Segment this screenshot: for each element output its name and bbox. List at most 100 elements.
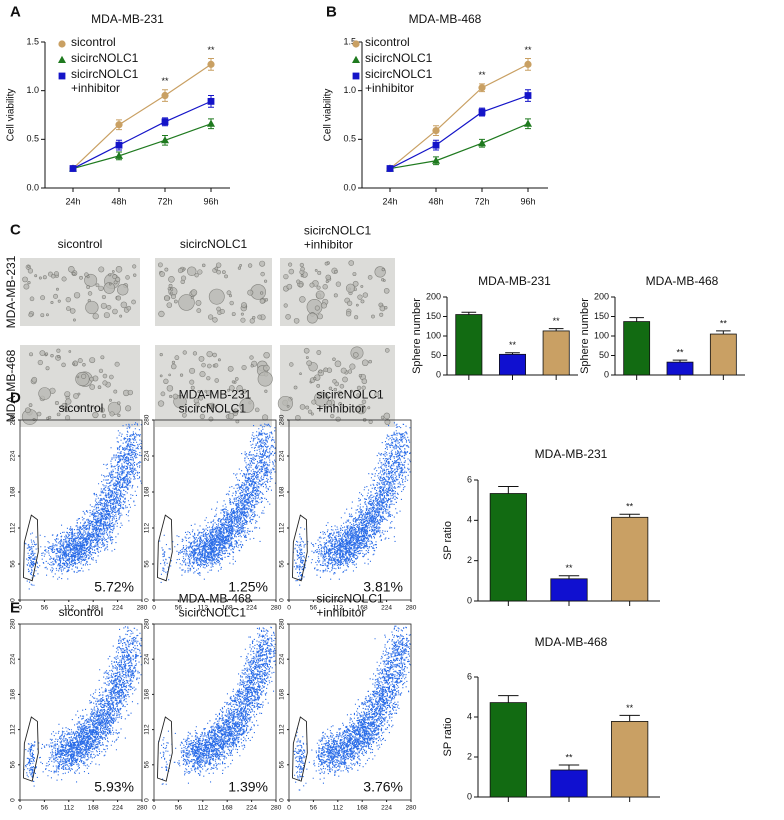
- y-tick-label: 0: [144, 798, 151, 802]
- cell: [61, 362, 66, 368]
- cell: [333, 387, 337, 392]
- cell: [228, 385, 235, 391]
- cell: [192, 351, 198, 356]
- cell: [208, 416, 214, 422]
- x-tick-label: 56: [310, 605, 318, 612]
- cell: [305, 405, 310, 410]
- cell: [313, 377, 317, 381]
- cell: [226, 290, 232, 296]
- cell: [234, 377, 239, 381]
- y-tick-label: 112: [144, 522, 151, 533]
- cell: [318, 369, 323, 374]
- cell: [174, 299, 178, 304]
- y-axis-label: SP ratio: [442, 718, 454, 757]
- legend-marker: [58, 40, 66, 48]
- cell: [241, 364, 247, 371]
- cell: [353, 352, 359, 358]
- x-tick-label: 224: [112, 605, 123, 612]
- y-tick-label: 50: [599, 350, 609, 360]
- bar: [611, 721, 649, 798]
- cell: [39, 350, 46, 356]
- cell: [102, 380, 108, 386]
- cell: [28, 312, 33, 318]
- cell: [112, 308, 118, 315]
- x-tick-label: 280: [406, 805, 417, 812]
- cell: [300, 266, 305, 272]
- cell: [383, 288, 390, 294]
- bar: [489, 493, 527, 602]
- y-tick-label: 280: [279, 414, 286, 425]
- x-tick-label: 0: [18, 605, 22, 612]
- cell: [335, 281, 342, 287]
- cell: [29, 352, 33, 357]
- cell: [227, 365, 234, 372]
- x-tick-label: 56: [41, 805, 49, 812]
- cell: [181, 275, 187, 281]
- plot-frame: [288, 419, 412, 601]
- cell: [383, 412, 391, 420]
- significance: **: [676, 348, 684, 358]
- cell: [101, 294, 107, 300]
- significance: **: [565, 752, 573, 762]
- cell: [240, 312, 244, 316]
- cell: [56, 412, 61, 417]
- y-axis-label: Cell viability: [6, 89, 17, 142]
- x-tick-label: 24h: [382, 196, 397, 206]
- cell: [368, 419, 373, 424]
- legend-marker: [352, 72, 360, 80]
- error-bar: [619, 513, 640, 518]
- event-dots: [292, 422, 411, 586]
- y-tick-label: 56: [279, 761, 286, 769]
- cell: [117, 413, 121, 417]
- cell: [360, 284, 364, 288]
- event-dots: [158, 626, 277, 785]
- y-tick-label: 0.0: [343, 182, 356, 192]
- cell: [92, 313, 99, 320]
- cell: [57, 355, 61, 359]
- series-line: [72, 63, 212, 169]
- error-bar: [619, 714, 640, 722]
- plot-title: MDA-MB-231 sicircNOLC1: [178, 387, 252, 416]
- cell: [99, 407, 105, 413]
- cell: [164, 267, 169, 272]
- cell: [228, 294, 233, 298]
- x-tick-label: 224: [381, 605, 392, 612]
- cell: [316, 384, 321, 388]
- cell: [179, 373, 184, 377]
- y-tick-label: 112: [279, 724, 286, 735]
- cell: [132, 264, 137, 269]
- cell: [332, 379, 337, 384]
- y-tick-label: 168: [144, 689, 151, 700]
- plot-title: sicircNOLC1 +inhibitor: [316, 387, 384, 416]
- chart-title: MDA-MB-468: [646, 274, 719, 288]
- cell: [125, 275, 130, 280]
- cell: [250, 364, 254, 368]
- significance: **: [553, 316, 561, 326]
- gate: [23, 716, 39, 782]
- marker: [207, 97, 215, 105]
- cell: [196, 308, 202, 313]
- column-title: sicircNOLC1 +inhibitor: [303, 223, 372, 252]
- x-tick-label: 56: [175, 805, 183, 812]
- cell: [384, 419, 391, 425]
- cell: [317, 270, 322, 275]
- cell: [296, 279, 301, 284]
- y-axis-label: Sphere number: [411, 298, 423, 374]
- cell: [361, 399, 367, 405]
- series-line: [389, 94, 529, 170]
- cell: [198, 396, 204, 401]
- chart-title: MDA-MB-468: [409, 12, 482, 26]
- cell: [190, 289, 198, 296]
- y-tick-label: 100: [426, 330, 441, 340]
- y-tick-label: 4: [467, 515, 472, 525]
- y-tick-label: 150: [594, 311, 609, 321]
- cell: [202, 263, 206, 268]
- cell: [160, 391, 166, 397]
- cell: [254, 407, 260, 413]
- cell: [358, 374, 363, 378]
- cell: [95, 283, 100, 288]
- marker: [432, 141, 440, 149]
- cell: [299, 262, 304, 268]
- x-tick-label: 280: [137, 605, 148, 612]
- cell: [53, 293, 59, 299]
